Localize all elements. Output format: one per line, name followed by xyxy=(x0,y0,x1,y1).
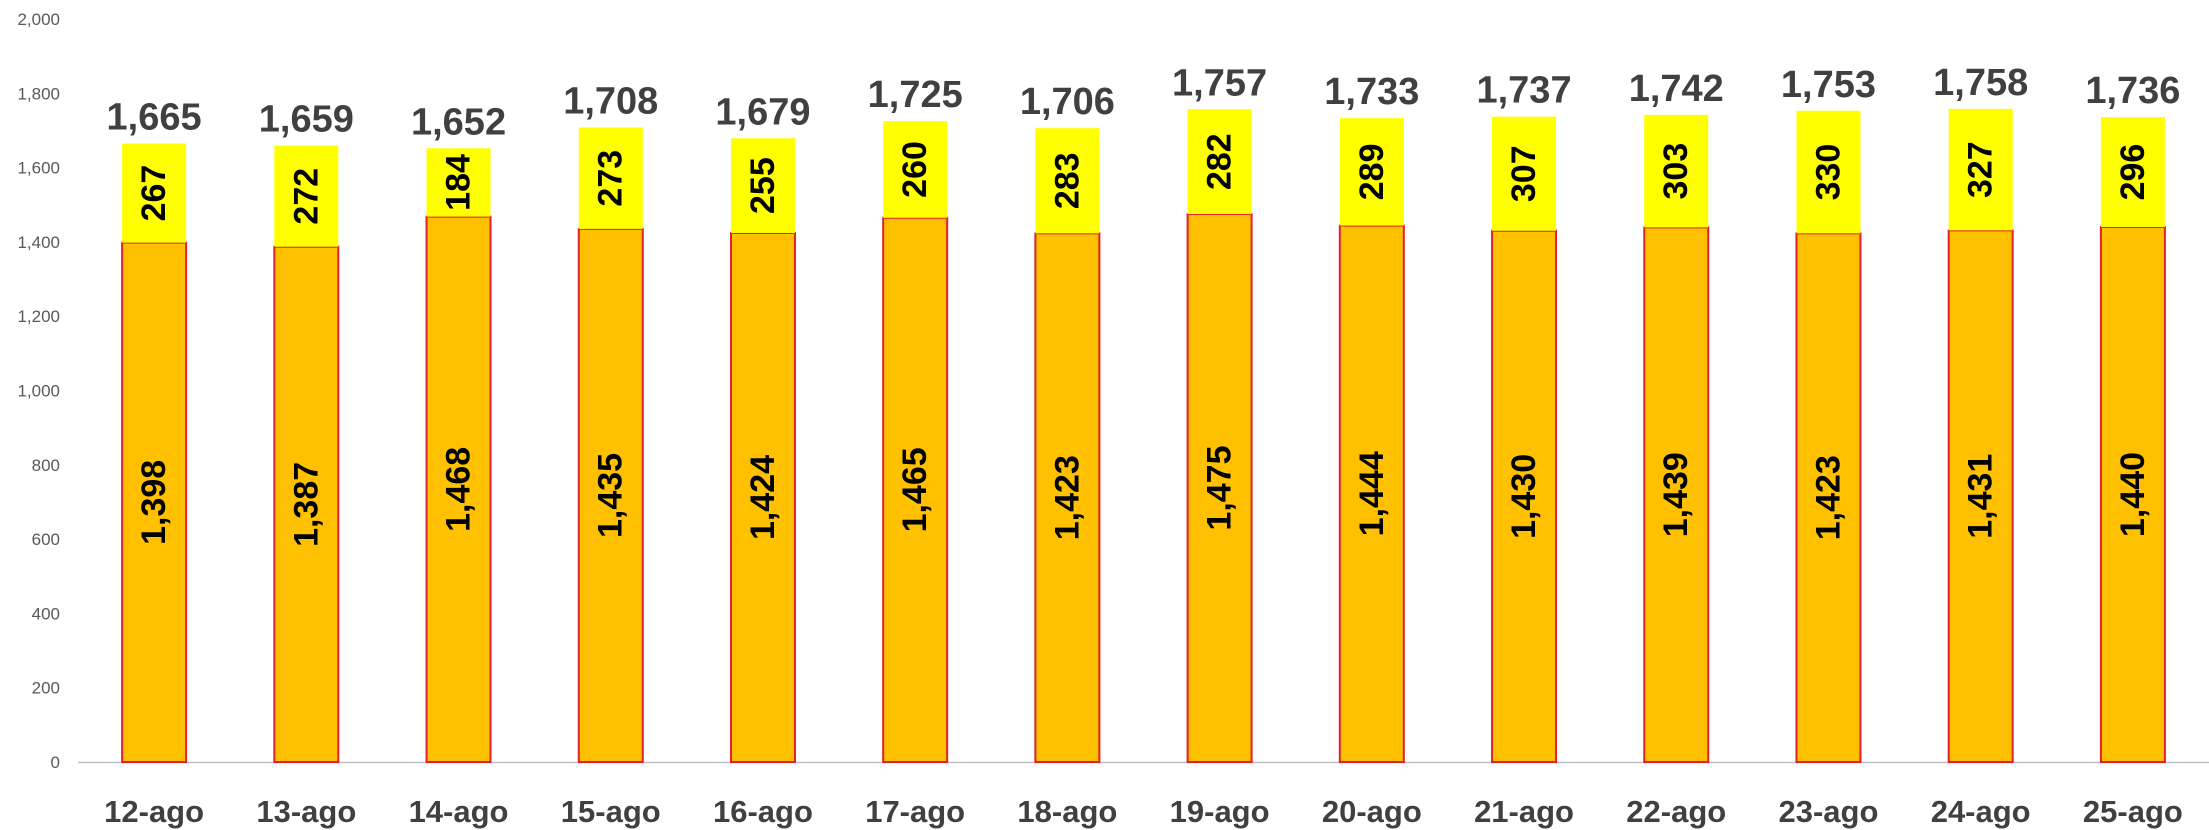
bar-total-label: 1,725 xyxy=(868,74,963,116)
bar-top-label: 307 xyxy=(1505,145,1543,202)
bar-total-label: 1,665 xyxy=(107,96,202,138)
bar-segment-bottom xyxy=(1491,229,1558,763)
bar-segment-bottom xyxy=(729,231,796,763)
bar-bottom-label: 1,387 xyxy=(287,462,325,547)
bar-bottom-label: 1,431 xyxy=(1962,454,2000,539)
bar-total-label: 1,736 xyxy=(2085,70,2180,112)
bar-top-label: 273 xyxy=(592,150,630,207)
x-tick-label: 12-ago xyxy=(104,794,204,829)
bar-total-label: 1,753 xyxy=(1781,64,1876,106)
bar-segment-top xyxy=(578,127,643,229)
bar-bottom-label: 1,398 xyxy=(135,460,173,545)
bar-segment-top xyxy=(426,148,491,217)
x-tick-label: 15-ago xyxy=(561,794,661,829)
bar-segment-bottom xyxy=(882,216,949,763)
bar-segment-bottom xyxy=(1947,229,2014,764)
bar-total-label: 1,659 xyxy=(259,99,354,141)
bar-total-label: 1,652 xyxy=(411,101,506,143)
bar-segment-top xyxy=(1187,109,1252,215)
bar-segment-bottom xyxy=(273,245,340,764)
bar-top-label: 330 xyxy=(1809,144,1847,201)
bar-bottom-label: 1,440 xyxy=(2114,452,2152,537)
y-tick-label: 1,600 xyxy=(17,159,60,178)
bar-top-label: 303 xyxy=(1657,143,1695,200)
bar-segment-bottom xyxy=(1338,224,1405,763)
bar-segment-top xyxy=(1035,128,1100,234)
bar-bottom-label: 1,475 xyxy=(1201,445,1239,530)
bar-total-label: 1,742 xyxy=(1629,68,1724,110)
bar-segment-bottom xyxy=(1643,226,1710,763)
bar-bottom-label: 1,430 xyxy=(1505,454,1543,539)
y-tick-label: 200 xyxy=(32,679,60,698)
bar-segment-top xyxy=(1644,114,1709,228)
y-tick-label: 1,800 xyxy=(17,84,60,103)
x-tick-label: 16-ago xyxy=(713,794,813,829)
bar-total-label: 1,737 xyxy=(1476,70,1571,112)
bar-top-label: 272 xyxy=(287,168,325,225)
x-tick-label: 20-ago xyxy=(1322,794,1422,829)
y-tick-label: 0 xyxy=(51,753,60,772)
bar-segment-top xyxy=(2100,117,2165,228)
bar-segment-bottom xyxy=(1795,232,1862,763)
bar-segment-bottom xyxy=(2099,226,2166,764)
x-tick-label: 19-ago xyxy=(1170,794,1270,829)
x-tick-label: 22-ago xyxy=(1626,794,1726,829)
bar-segment-top xyxy=(1339,118,1404,226)
bar-top-label: 296 xyxy=(2114,144,2152,201)
y-tick-label: 1,400 xyxy=(17,233,60,252)
bar-bottom-label: 1,465 xyxy=(896,447,934,532)
bar-top-label: 282 xyxy=(1201,133,1239,190)
bar-total-label: 1,758 xyxy=(1933,62,2028,104)
bar-top-label: 267 xyxy=(135,165,173,222)
bar-segment-bottom xyxy=(1034,232,1101,763)
bar-bottom-label: 1,423 xyxy=(1809,455,1847,540)
bar-total-label: 1,733 xyxy=(1324,71,1419,113)
x-tick-label: 13-ago xyxy=(256,794,356,829)
bar-segment-bottom xyxy=(425,215,492,763)
bar-top-label: 327 xyxy=(1962,141,2000,198)
bar-segment-top xyxy=(1796,110,1861,234)
bar-bottom-label: 1,424 xyxy=(744,455,782,540)
bar-total-label: 1,679 xyxy=(715,91,810,133)
y-tick-label: 600 xyxy=(32,530,60,549)
bar-bottom-label: 1,435 xyxy=(592,453,630,538)
bar-segment-top xyxy=(274,145,339,247)
bar-segment-top xyxy=(122,143,187,243)
y-tick-label: 1,000 xyxy=(17,382,60,401)
bar-bottom-label: 1,423 xyxy=(1048,455,1086,540)
bar-segment-top xyxy=(1492,116,1557,231)
y-tick-label: 2,000 xyxy=(17,10,60,29)
y-tick-label: 800 xyxy=(32,456,60,475)
x-tick-label: 18-ago xyxy=(1017,794,1117,829)
bar-top-label: 260 xyxy=(896,141,934,198)
y-tick-label: 1,200 xyxy=(17,307,60,326)
bar-total-label: 1,757 xyxy=(1172,62,1267,104)
x-tick-label: 21-ago xyxy=(1474,794,1574,829)
x-tick-label: 24-ago xyxy=(1931,794,2031,829)
bar-top-label: 184 xyxy=(440,154,478,211)
x-tick-label: 17-ago xyxy=(865,794,965,829)
bar-bottom-label: 1,468 xyxy=(440,447,478,532)
bar-bottom-label: 1,444 xyxy=(1353,451,1391,536)
y-tick-label: 400 xyxy=(32,604,60,623)
bar-total-label: 1,708 xyxy=(563,80,658,122)
x-tick-label: 14-ago xyxy=(409,794,509,829)
x-tick-label: 23-ago xyxy=(1779,794,1879,829)
bar-top-label: 289 xyxy=(1353,144,1391,201)
bar-top-label: 283 xyxy=(1048,152,1086,209)
x-tick-label: 25-ago xyxy=(2083,794,2183,829)
bar-segment-top xyxy=(730,138,795,233)
bar-top-label: 255 xyxy=(744,157,782,214)
bar-total-label: 1,706 xyxy=(1020,81,1115,123)
bar-segment-top xyxy=(1948,108,2013,231)
bar-segment-top xyxy=(883,121,948,218)
bar-segment-bottom xyxy=(577,227,644,763)
bar-segment-bottom xyxy=(121,241,188,763)
bar-bottom-label: 1,439 xyxy=(1657,452,1695,537)
